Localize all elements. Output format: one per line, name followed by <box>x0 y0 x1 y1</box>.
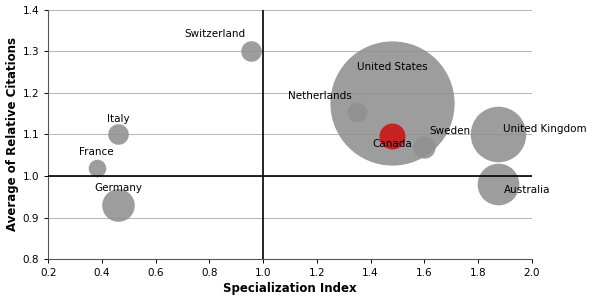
Text: Italy: Italy <box>107 114 129 124</box>
Point <box>494 132 503 137</box>
Point <box>113 132 123 137</box>
Point <box>387 134 397 139</box>
Point <box>247 49 256 54</box>
Text: Sweden: Sweden <box>429 126 471 136</box>
Text: United States: United States <box>357 62 427 72</box>
Text: Canada: Canada <box>372 139 412 149</box>
Text: Germany: Germany <box>94 184 142 194</box>
Point <box>92 165 102 170</box>
Point <box>352 109 362 114</box>
Text: Netherlands: Netherlands <box>288 91 352 101</box>
Text: Australia: Australia <box>504 185 550 195</box>
Point <box>113 203 123 208</box>
Text: United Kingdom: United Kingdom <box>504 124 587 135</box>
Point <box>419 144 429 149</box>
Text: France: France <box>80 147 114 157</box>
Point <box>387 101 397 106</box>
Text: Switzerland: Switzerland <box>185 29 246 39</box>
Y-axis label: Average of Relative Citations: Average of Relative Citations <box>5 37 18 231</box>
Point <box>494 182 503 187</box>
X-axis label: Specialization Index: Specialization Index <box>223 282 357 296</box>
